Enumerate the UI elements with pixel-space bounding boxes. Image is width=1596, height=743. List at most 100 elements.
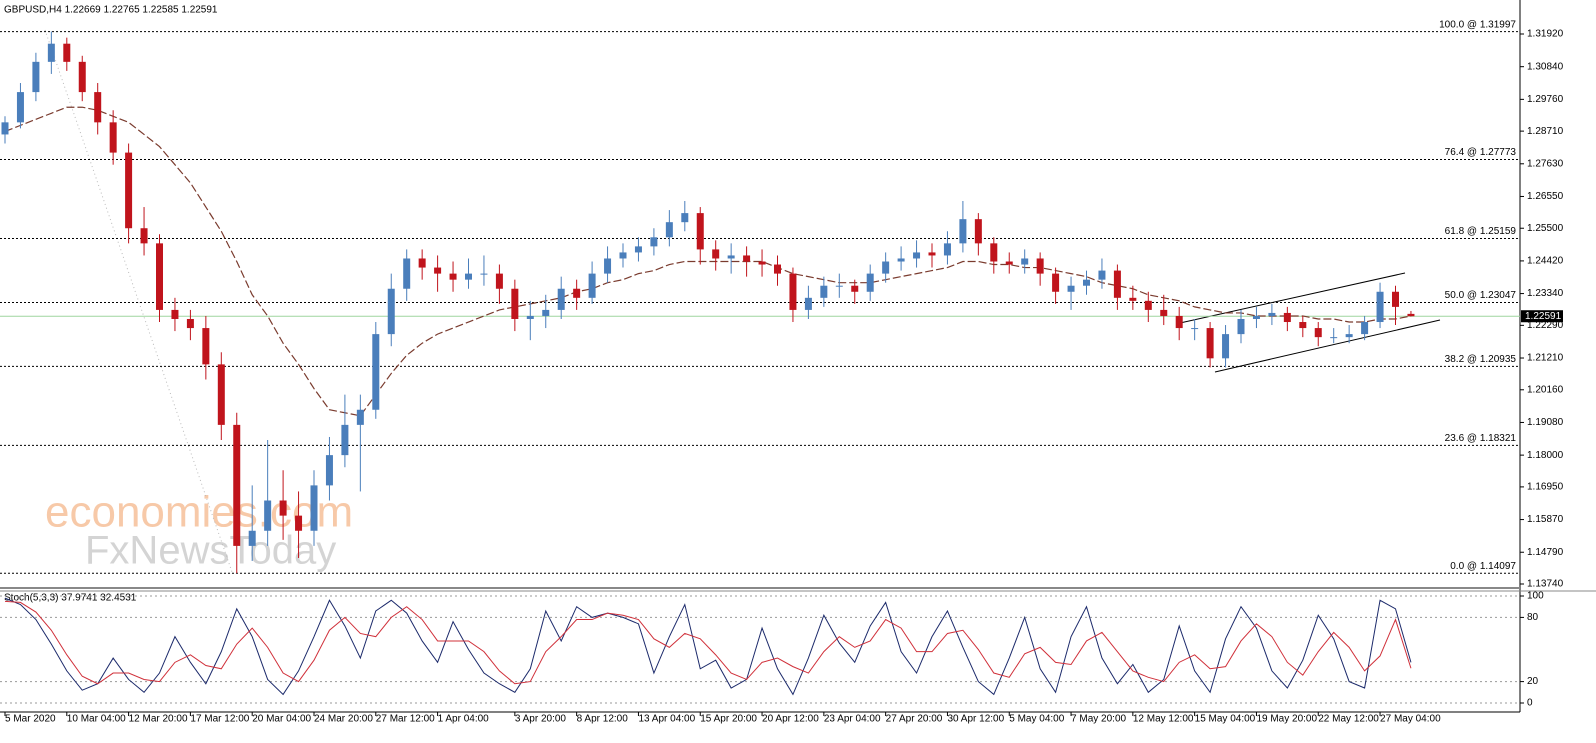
- fib-label: 38.2 @ 1.20935: [1445, 354, 1517, 365]
- candle-body: [1067, 285, 1075, 292]
- candle-body: [1345, 334, 1353, 338]
- y-tick-label: 20: [1527, 676, 1539, 687]
- y-tick-label: 1.31920: [1527, 29, 1564, 40]
- candle-body: [1175, 315, 1183, 329]
- price-tag: [1521, 310, 1563, 323]
- candle-body: [1407, 313, 1415, 317]
- candle-body: [63, 43, 71, 62]
- x-tick-label: 22 May 12:00: [1318, 714, 1379, 725]
- x-tick-label: 27 Apr 20:00: [886, 714, 943, 725]
- x-tick-label: 13 Apr 04:00: [638, 714, 695, 725]
- x-tick-label: 8 Apr 12:00: [577, 714, 629, 725]
- x-tick-label: 19 May 20:00: [1256, 714, 1317, 725]
- candle-body: [279, 500, 287, 516]
- candle-body: [913, 252, 921, 259]
- candle-body: [696, 213, 704, 250]
- x-tick-label: 20 Apr 12:00: [762, 714, 819, 725]
- candle-body: [248, 530, 256, 546]
- candle-body: [897, 258, 905, 262]
- candle-body: [588, 273, 596, 298]
- candle-body: [758, 261, 766, 265]
- candle-body: [495, 273, 503, 289]
- y-tick-label: 1.30840: [1527, 61, 1564, 72]
- x-tick-label: 12 May 12:00: [1133, 714, 1194, 725]
- candle-body: [171, 309, 179, 319]
- watermark: FxNewsToday: [85, 529, 336, 573]
- candle-body: [665, 222, 673, 238]
- candle-body: [264, 500, 272, 531]
- x-tick-label: 10 Mar 04:00: [67, 714, 126, 725]
- x-tick-label: 5 May 04:00: [1009, 714, 1064, 725]
- y-tick-label: 100: [1527, 591, 1544, 602]
- chart-title: GBPUSD,H4 1.22669 1.22765 1.22585 1.2259…: [4, 5, 218, 16]
- x-tick-label: 27 Mar 12:00: [376, 714, 435, 725]
- candle-body: [943, 243, 951, 256]
- candle-body: [866, 273, 874, 292]
- candle-body: [1392, 291, 1399, 307]
- candle-body: [403, 258, 411, 289]
- candle-body: [1005, 261, 1013, 265]
- candle-body: [1222, 334, 1230, 359]
- y-tick-label: 1.16950: [1527, 482, 1564, 493]
- fib-label: 100.0 @ 1.31997: [1439, 19, 1516, 30]
- y-tick-label: 1.22290: [1527, 320, 1564, 331]
- y-tick-label: 1.24420: [1527, 256, 1564, 267]
- candle-body: [804, 297, 812, 310]
- candle-body: [1113, 270, 1121, 298]
- candle-body: [542, 309, 550, 316]
- y-tick-label: 1.28710: [1527, 126, 1564, 137]
- channel-upper: [1179, 272, 1406, 324]
- candle-body: [233, 424, 241, 546]
- candle-body: [743, 255, 751, 262]
- y-tick-label: 1.13740: [1527, 579, 1564, 590]
- y-tick-label: 80: [1527, 612, 1539, 623]
- y-tick-label: 1.21210: [1527, 353, 1564, 364]
- fib-label: 50.0 @ 1.23047: [1445, 290, 1517, 301]
- candle-body: [650, 237, 658, 247]
- candle-body: [1361, 322, 1369, 335]
- candle-body: [820, 285, 828, 298]
- candle-body: [789, 273, 797, 310]
- candle-body: [140, 228, 148, 244]
- candle-body: [1, 122, 9, 135]
- candle-body: [16, 92, 24, 123]
- indicator-title: Stoch(5,3,3) 37.9741 32.4531: [4, 593, 137, 604]
- candle-body: [341, 424, 349, 456]
- candle-body: [1021, 258, 1029, 265]
- y-tick-label: 0: [1527, 698, 1533, 709]
- candle-body: [109, 122, 117, 153]
- fib-label: 0.0 @ 1.14097: [1450, 561, 1516, 572]
- y-tick-label: 1.20160: [1527, 384, 1564, 395]
- x-tick-label: 15 Apr 20:00: [700, 714, 757, 725]
- candle-body: [310, 485, 318, 531]
- candle-body: [1330, 337, 1338, 339]
- candle-body: [882, 261, 890, 274]
- y-tick-label: 1.23340: [1527, 288, 1564, 299]
- candle-body: [32, 61, 40, 93]
- y-tick-label: 1.25500: [1527, 223, 1564, 234]
- candle-body: [94, 92, 102, 123]
- candle-body: [1206, 328, 1214, 359]
- candle-body: [325, 455, 333, 486]
- candle-body: [681, 213, 689, 223]
- candle-body: [1144, 300, 1152, 310]
- candle-body: [480, 273, 488, 275]
- candle-body: [619, 252, 627, 259]
- x-tick-label: 5 Mar 2020: [5, 714, 56, 725]
- candle-body: [1052, 273, 1060, 292]
- x-tick-label: 1 Apr 04:00: [438, 714, 490, 725]
- x-tick-label: 15 May 04:00: [1195, 714, 1256, 725]
- x-tick-label: 30 Apr 12:00: [947, 714, 1004, 725]
- candle-body: [1237, 318, 1245, 335]
- candle-body: [990, 243, 998, 262]
- y-tick-label: 1.19080: [1527, 417, 1564, 428]
- fib-label: 76.4 @ 1.27773: [1445, 147, 1517, 158]
- candle-body: [1098, 270, 1106, 280]
- x-tick-label: 23 Apr 04:00: [824, 714, 881, 725]
- candle-body: [465, 273, 472, 280]
- price-tag-label: 1.22591: [1525, 311, 1562, 322]
- x-tick-label: 24 Mar 20:00: [314, 714, 373, 725]
- channel-lower: [1214, 319, 1441, 373]
